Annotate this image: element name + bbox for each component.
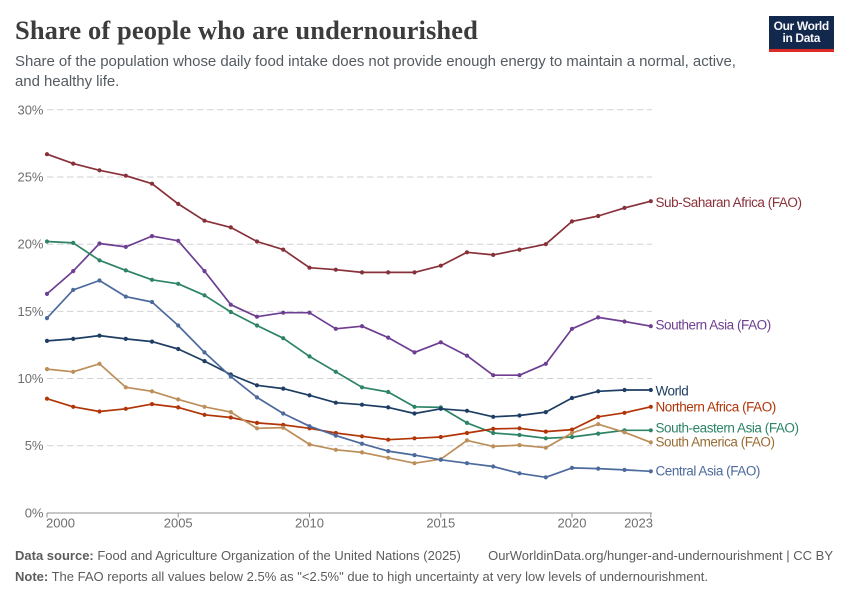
svg-text:World: World <box>656 383 689 398</box>
svg-text:South America (FAO): South America (FAO) <box>656 434 775 449</box>
svg-text:10%: 10% <box>17 371 43 386</box>
svg-text:20%: 20% <box>17 237 43 252</box>
svg-text:2000: 2000 <box>46 516 75 531</box>
svg-text:15%: 15% <box>17 304 43 319</box>
svg-text:30%: 30% <box>17 102 43 117</box>
svg-text:2010: 2010 <box>295 516 324 531</box>
svg-text:2023: 2023 <box>624 516 653 531</box>
svg-text:2020: 2020 <box>558 516 587 531</box>
svg-text:0%: 0% <box>25 505 44 520</box>
svg-text:5%: 5% <box>25 438 44 453</box>
svg-text:2005: 2005 <box>164 516 193 531</box>
svg-text:2015: 2015 <box>426 516 455 531</box>
svg-text:South-eastern Asia (FAO): South-eastern Asia (FAO) <box>656 420 799 435</box>
svg-text:Sub-Saharan Africa (FAO): Sub-Saharan Africa (FAO) <box>656 195 802 210</box>
svg-text:Central Asia (FAO): Central Asia (FAO) <box>656 464 760 479</box>
svg-text:Northern Africa (FAO): Northern Africa (FAO) <box>656 400 776 415</box>
svg-text:25%: 25% <box>17 170 43 185</box>
svg-text:Southern Asia (FAO): Southern Asia (FAO) <box>656 318 771 333</box>
